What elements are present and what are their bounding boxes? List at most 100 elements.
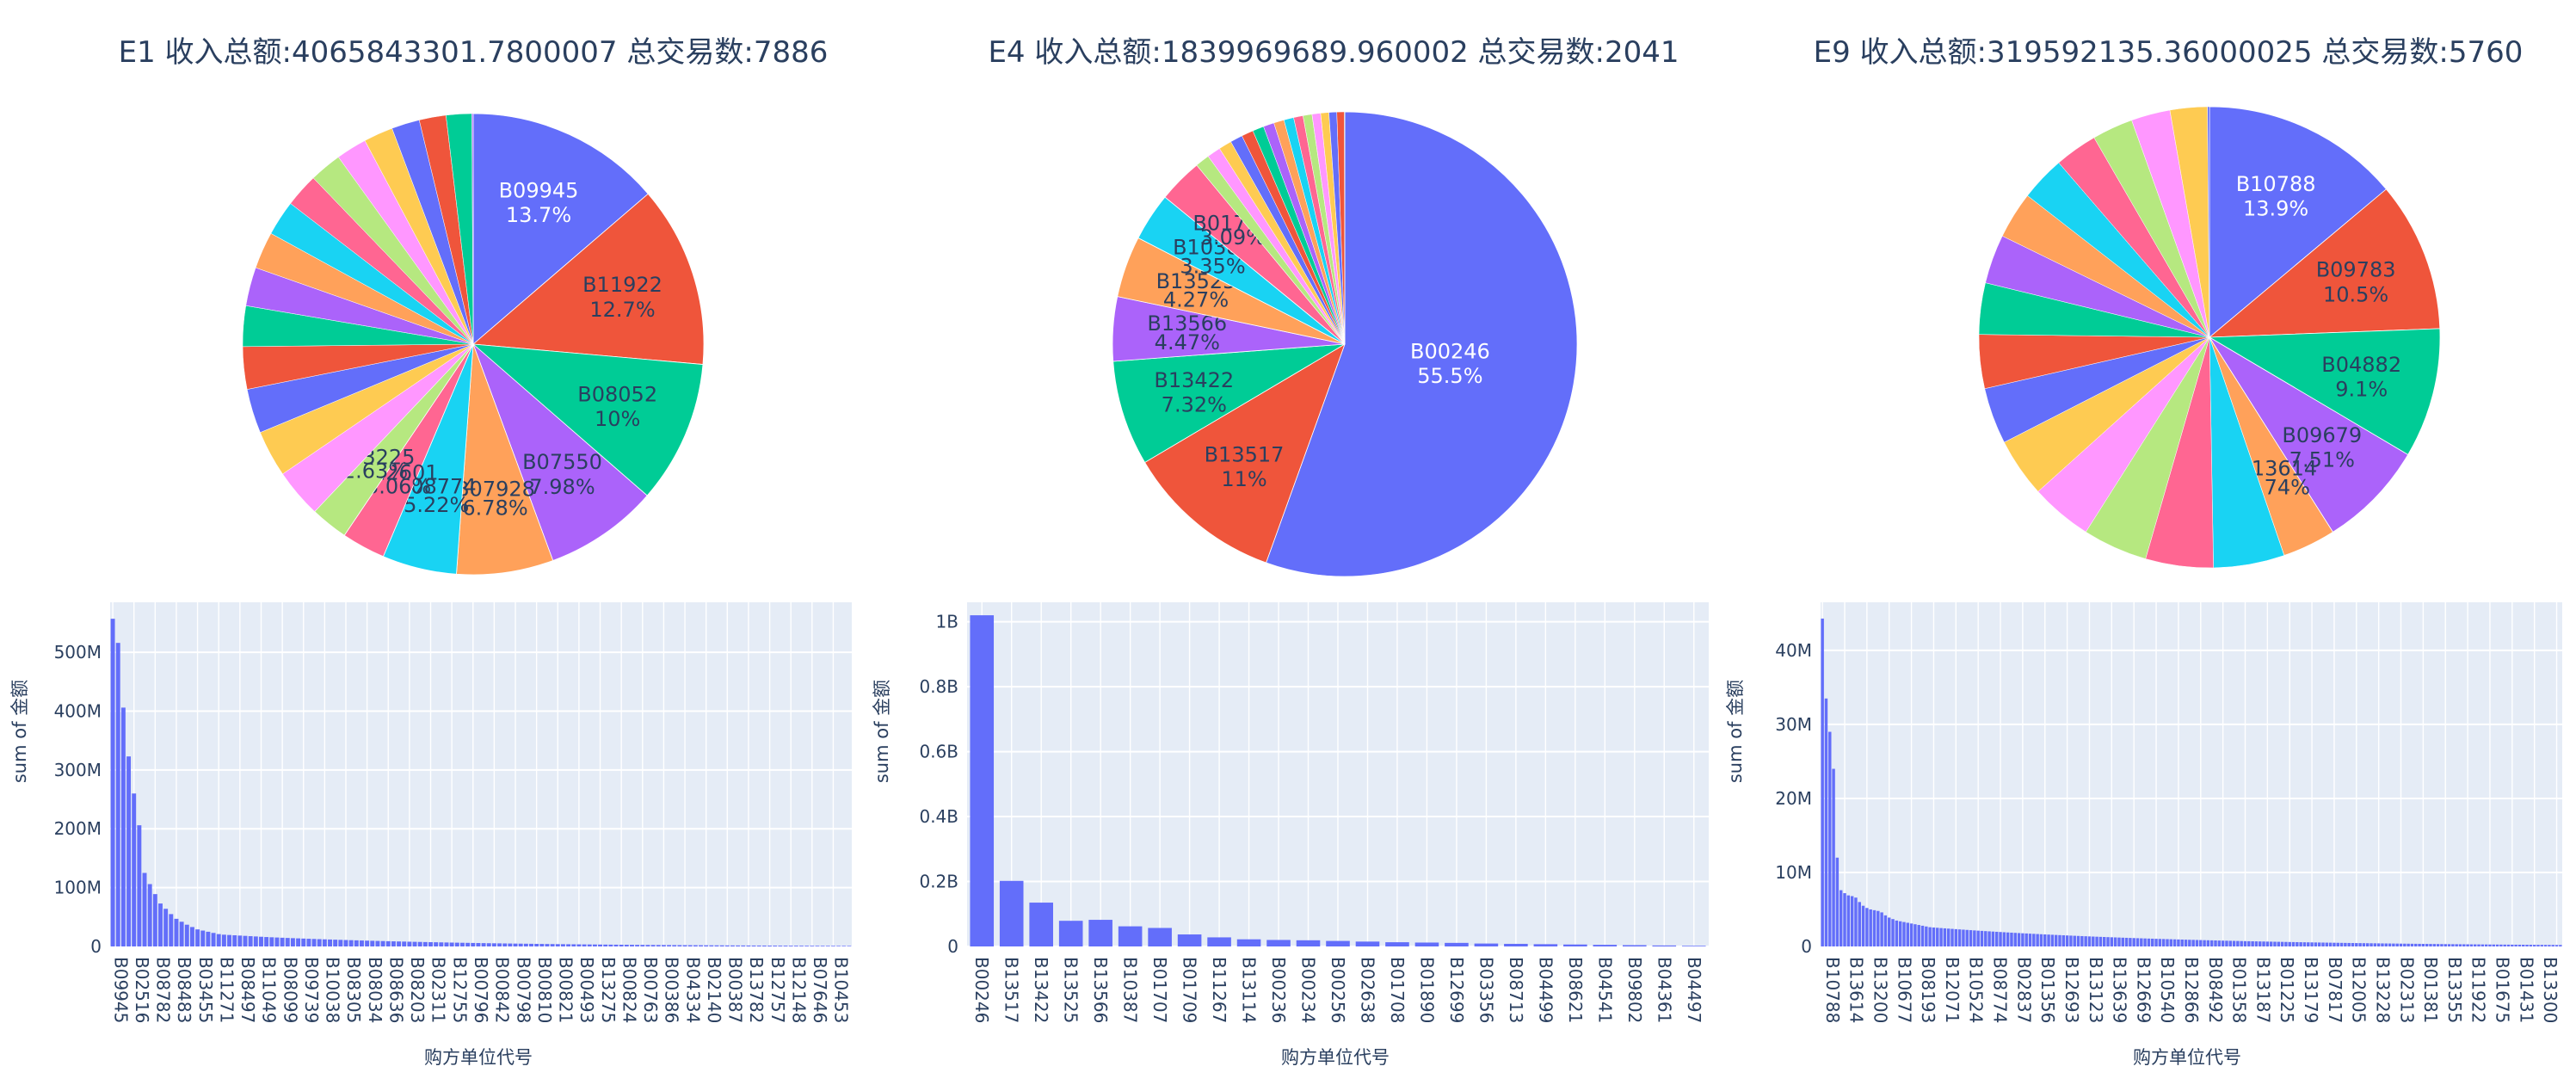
bar xyxy=(2092,936,2095,946)
bar xyxy=(1976,930,1980,946)
bar-xtick-label: B04334 xyxy=(682,957,703,1023)
pie-slice-percent: 13.7% xyxy=(506,203,571,227)
bar xyxy=(1906,922,1910,946)
bar xyxy=(1946,928,1950,946)
bar xyxy=(1824,698,1828,946)
bar-xtick-label: B00810 xyxy=(534,957,555,1023)
bar xyxy=(1973,930,1976,946)
bar xyxy=(2061,935,2066,946)
bar xyxy=(2418,943,2421,946)
bar-xtick-label: B13422 xyxy=(1031,957,1051,1023)
bar xyxy=(200,930,206,946)
bar xyxy=(2172,939,2177,946)
pie-chart-e4: E4 收入总额:1839969689.960002 总交易数:2041 B002… xyxy=(988,35,1679,577)
bar-xtick-label: B04497 xyxy=(1684,957,1704,1023)
bar xyxy=(491,943,496,946)
bar xyxy=(412,941,417,946)
bar-xtick-label: B12071 xyxy=(1942,957,1963,1023)
bar xyxy=(2373,943,2377,946)
bar xyxy=(163,909,169,946)
bar xyxy=(2384,943,2388,946)
bar xyxy=(2455,944,2458,946)
bar xyxy=(152,894,157,946)
bar xyxy=(1939,928,1943,946)
bar xyxy=(2188,940,2191,946)
bar xyxy=(603,944,608,946)
bar xyxy=(1954,928,1958,946)
bar xyxy=(1883,915,1888,946)
bar xyxy=(534,943,539,946)
bar-xtick-label: B00386 xyxy=(662,957,682,1023)
bar xyxy=(2076,935,2080,946)
bar xyxy=(2217,940,2222,946)
bar xyxy=(2154,939,2158,946)
bar xyxy=(227,934,231,946)
bar-ytick-label: 10M xyxy=(1775,862,1812,883)
bar xyxy=(2054,934,2058,946)
pie-slice-percent: 10% xyxy=(595,407,640,431)
bar-ytick-label: 100M xyxy=(54,878,102,898)
bar-xtick-label: B01356 xyxy=(2037,957,2058,1023)
bar xyxy=(550,944,555,946)
bar-xtick-label: B11922 xyxy=(2468,957,2489,1023)
bar-ytick-label: 200M xyxy=(54,818,102,839)
bar xyxy=(1957,929,1962,946)
bar xyxy=(2559,945,2562,946)
bar xyxy=(677,945,682,946)
bar xyxy=(571,944,576,946)
bar xyxy=(619,944,624,946)
bar xyxy=(2447,944,2451,946)
bar xyxy=(1950,928,1954,946)
bar xyxy=(360,940,364,946)
bar xyxy=(179,921,184,946)
bar xyxy=(232,935,237,946)
bar xyxy=(2143,938,2147,946)
bar xyxy=(2529,945,2533,946)
bar-xlabel-e4: 购方单位代号 xyxy=(1281,1047,1390,1068)
bar-xtick-label: B00387 xyxy=(725,957,746,1023)
bar xyxy=(465,942,471,946)
bar xyxy=(2203,940,2206,946)
bar xyxy=(2084,936,2087,946)
bar xyxy=(2366,943,2370,946)
bar xyxy=(1821,618,1824,946)
bar-xtick-label: B03356 xyxy=(1476,957,1496,1023)
bar-xtick-label: B13179 xyxy=(2301,957,2321,1023)
bar-xtick-label: B09802 xyxy=(1624,957,1645,1023)
bar xyxy=(566,944,571,946)
pie-slice-percent: 3.35% xyxy=(1180,254,1245,278)
bar-xtick-label: B12148 xyxy=(788,957,809,1023)
bar xyxy=(2277,941,2281,946)
bar xyxy=(2180,939,2184,946)
bar-xtick-label: B01890 xyxy=(1416,957,1437,1023)
bar xyxy=(560,944,565,946)
pie-title-e1: E1 收入总额:4065843301.7800007 总交易数:7886 xyxy=(119,35,829,70)
bar-xtick-label: B07646 xyxy=(810,957,830,1023)
bar-xtick-label: B01707 xyxy=(1149,957,1170,1023)
bar xyxy=(2536,945,2540,946)
bar xyxy=(454,942,459,946)
bar xyxy=(328,939,332,946)
bar xyxy=(354,940,359,946)
bar-xtick-label: B02638 xyxy=(1358,957,1378,1023)
bar xyxy=(348,940,354,946)
bar xyxy=(2421,944,2425,946)
bar xyxy=(132,793,137,946)
bar xyxy=(1902,921,1906,946)
bar-series xyxy=(970,615,1706,946)
bar xyxy=(2495,944,2499,946)
bar-xtick-label: B13123 xyxy=(2086,957,2106,1023)
bar xyxy=(502,943,508,946)
bar xyxy=(189,927,194,946)
bar xyxy=(1877,910,1880,946)
bar-xtick-label: B11049 xyxy=(259,957,280,1023)
bar xyxy=(243,935,248,946)
bar-xtick-label: B04361 xyxy=(1654,957,1674,1023)
bar xyxy=(1414,942,1439,946)
bar xyxy=(2403,943,2407,946)
bar xyxy=(2466,944,2469,946)
bar xyxy=(2206,940,2210,946)
bar-xtick-label: B00796 xyxy=(471,957,491,1023)
bar xyxy=(2462,944,2466,946)
pie-slice-percent: 7.51% xyxy=(2289,448,2355,472)
